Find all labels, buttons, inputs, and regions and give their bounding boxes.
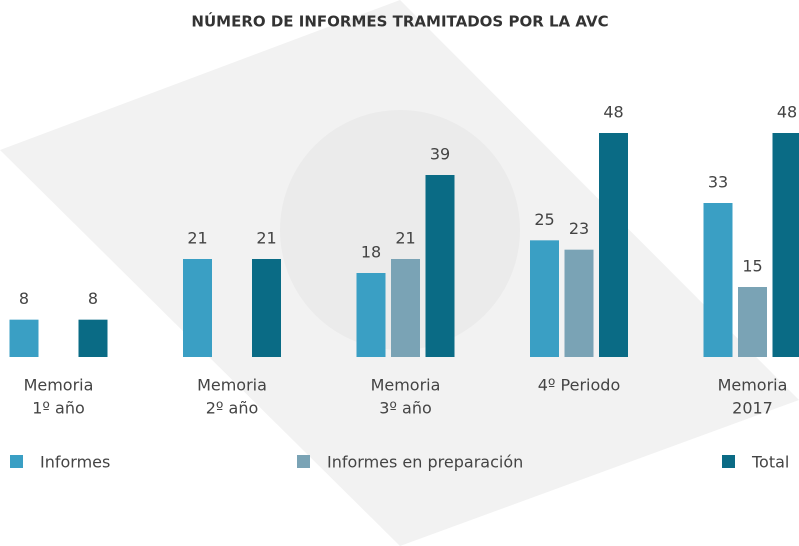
- data-label: 21: [187, 229, 207, 248]
- data-label: 21: [395, 229, 415, 248]
- data-label: 18: [361, 243, 381, 262]
- x-tick-label: 2017: [732, 399, 773, 418]
- x-tick-label: Memoria: [371, 376, 441, 395]
- bar: [425, 175, 455, 357]
- data-label: 48: [777, 103, 797, 122]
- data-label: 39: [430, 145, 450, 164]
- bar: [9, 319, 39, 357]
- legend-swatch: [10, 455, 23, 468]
- data-label: 48: [603, 103, 623, 122]
- chart-title: NÚMERO DE INFORMES TRAMITADOS POR LA AVC: [191, 12, 608, 31]
- data-label: 33: [708, 173, 728, 192]
- bar: [530, 240, 559, 357]
- data-label: 25: [534, 210, 554, 229]
- data-label: 8: [88, 289, 98, 308]
- data-label: 23: [569, 219, 589, 238]
- data-label: 21: [256, 229, 276, 248]
- bar: [738, 287, 767, 357]
- bar: [703, 203, 733, 357]
- x-tick-label: Memoria: [718, 376, 788, 395]
- x-tick-label: 4º Periodo: [538, 376, 620, 395]
- bar: [183, 259, 212, 357]
- bar: [599, 133, 628, 357]
- bar: [564, 249, 594, 357]
- bar: [356, 273, 386, 357]
- data-label: 15: [742, 257, 762, 276]
- legend-label: Informes en preparación: [327, 453, 523, 472]
- data-label: 8: [19, 289, 29, 308]
- x-tick-label: 2º año: [206, 399, 259, 418]
- bar: [391, 259, 420, 357]
- legend-label: Informes: [40, 453, 110, 472]
- legend-label: Total: [751, 453, 789, 472]
- x-tick-label: Memoria: [24, 376, 94, 395]
- x-tick-label: 3º año: [379, 399, 432, 418]
- legend-swatch: [722, 455, 735, 468]
- legend-swatch: [297, 455, 310, 468]
- bar: [252, 259, 281, 357]
- bar: [772, 133, 799, 357]
- x-tick-label: Memoria: [197, 376, 267, 395]
- x-tick-label: 1º año: [32, 399, 85, 418]
- bar: [78, 319, 108, 357]
